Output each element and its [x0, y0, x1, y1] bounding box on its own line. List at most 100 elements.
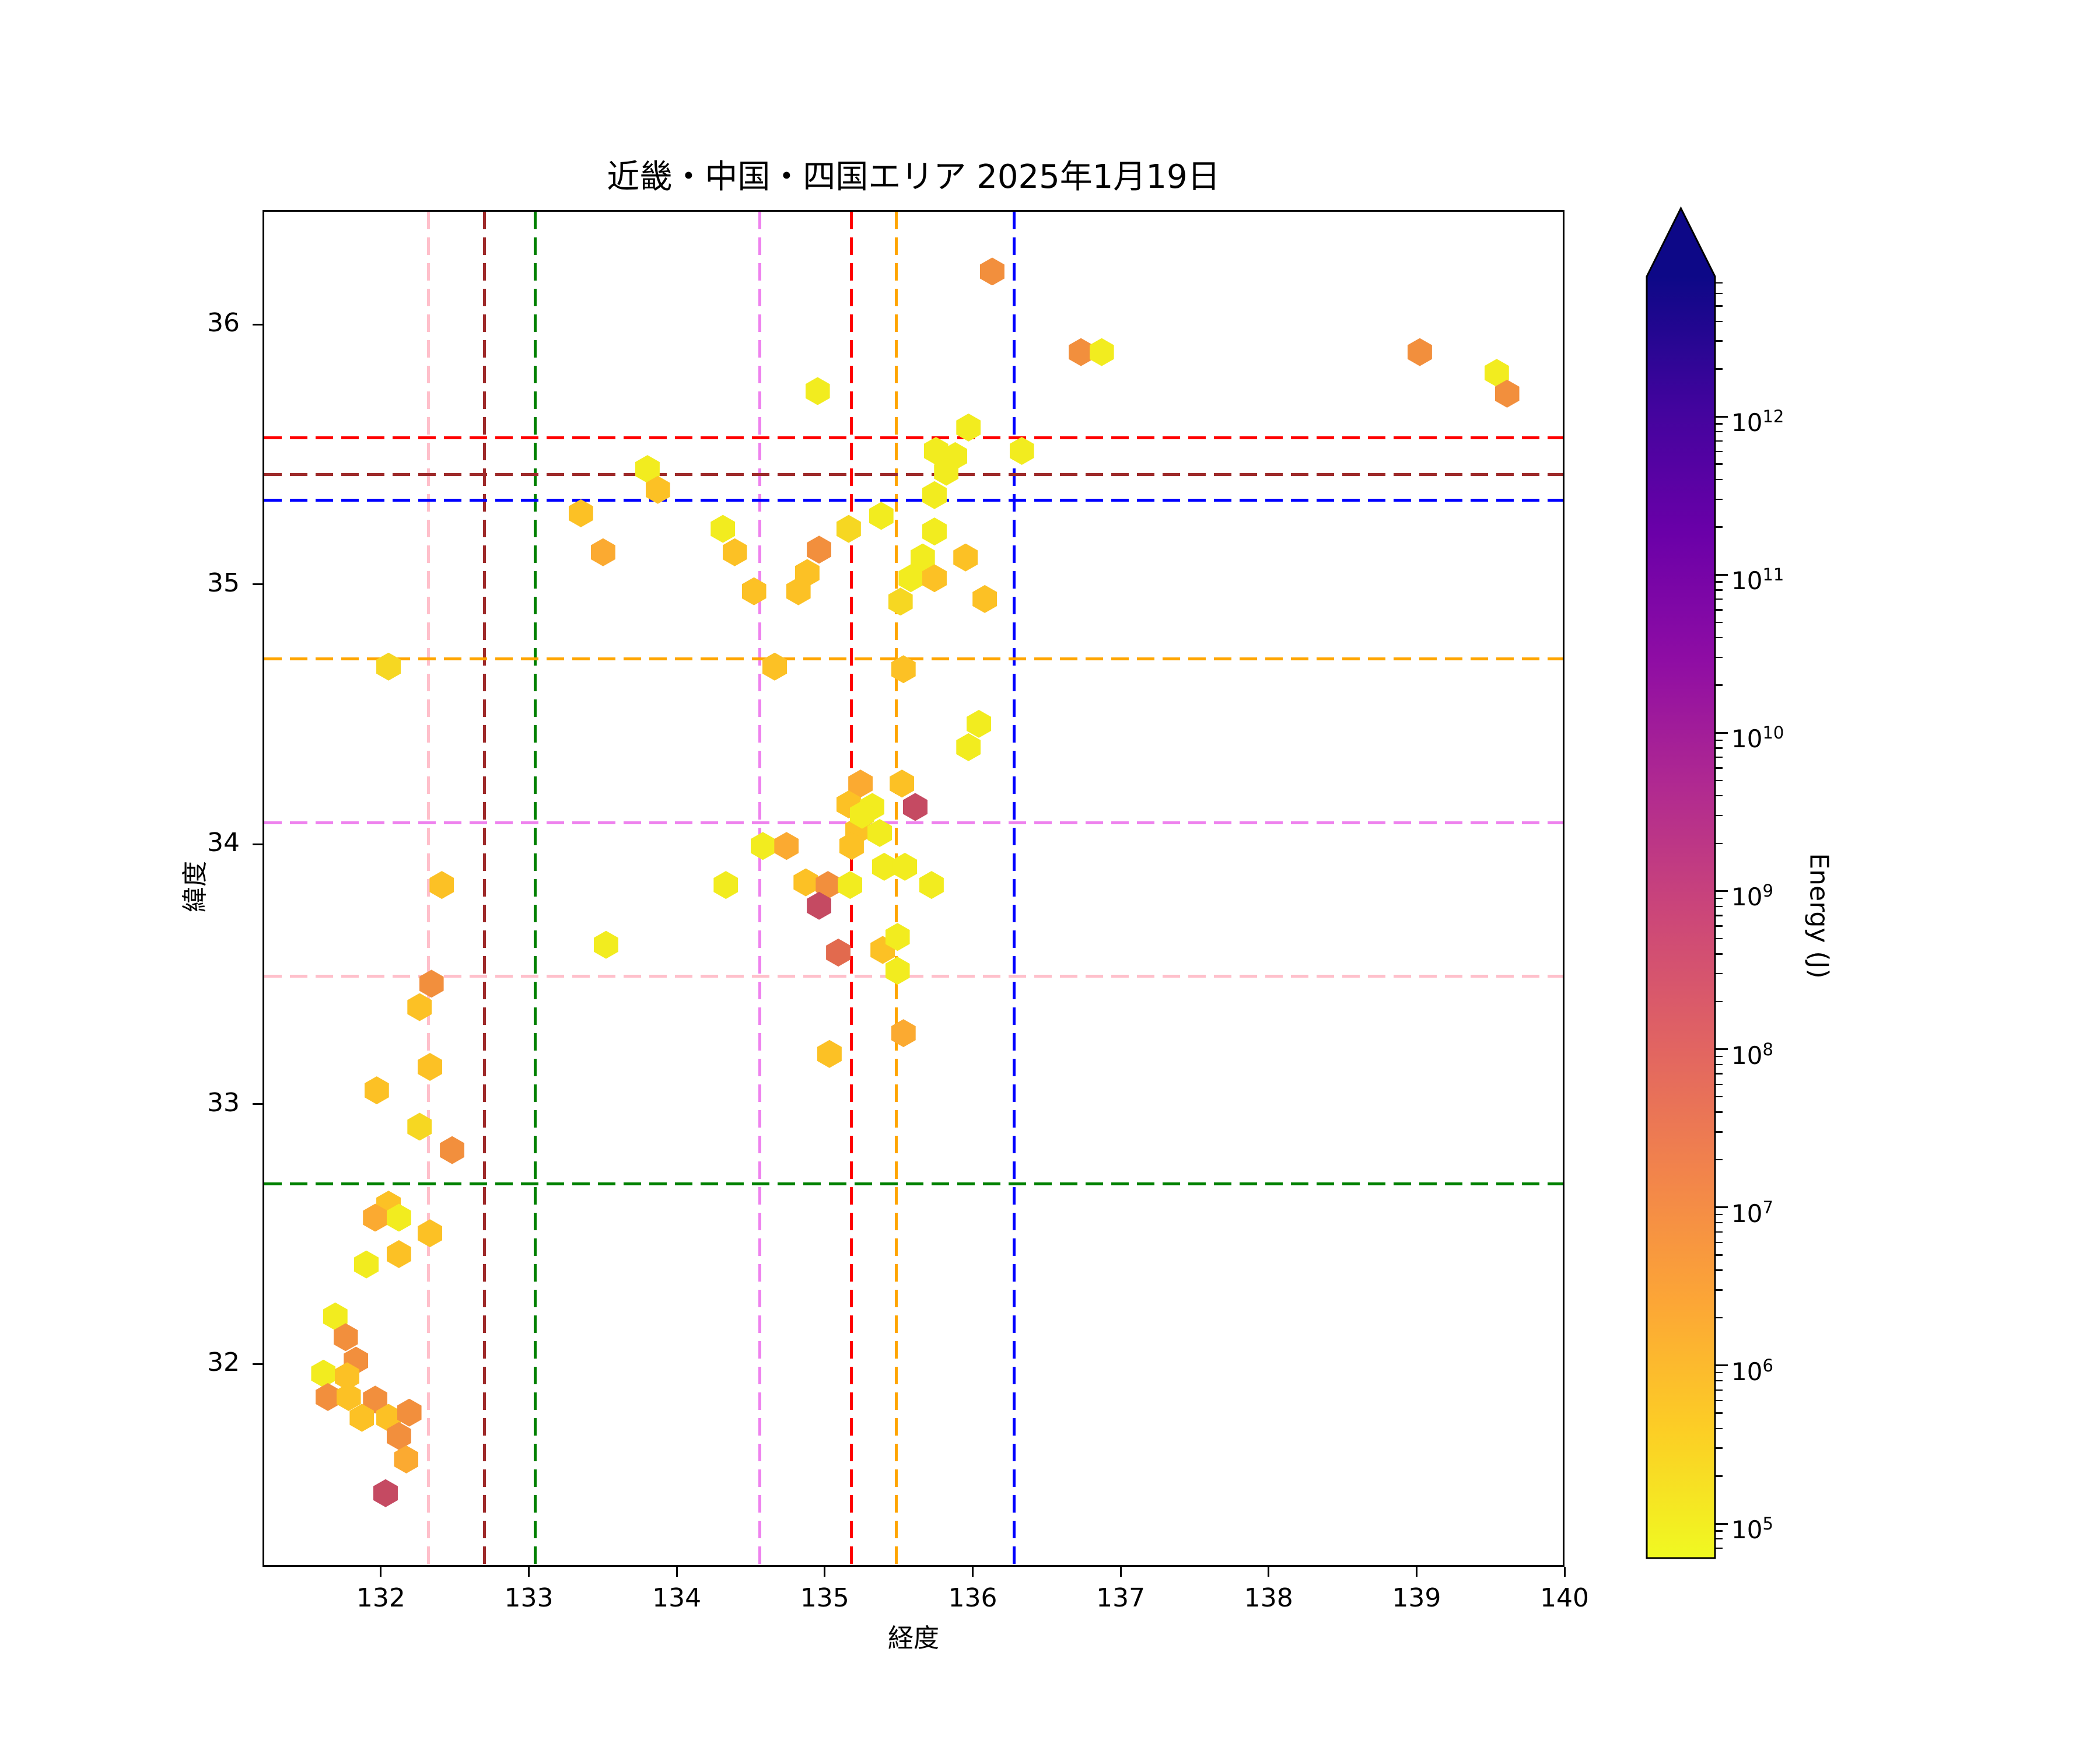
colorbar-minor-tick: [1715, 609, 1723, 611]
x-tick: [528, 1567, 530, 1577]
hexbin-point: [440, 1136, 465, 1164]
hexbin-point: [922, 564, 947, 593]
hexbin-point: [839, 832, 864, 860]
refline-horizontal-darkred: [264, 473, 1563, 476]
hexbin-point: [972, 584, 998, 613]
plot-area: [262, 210, 1564, 1567]
y-tick-label: 35: [207, 568, 240, 598]
colorbar-minor-tick: [1715, 953, 1723, 955]
hexbin-point: [817, 1040, 842, 1068]
colorbar-minor-tick: [1715, 757, 1723, 758]
hexbin-point: [311, 1359, 336, 1388]
hexbin-point: [713, 871, 738, 900]
hexbin-point: [838, 871, 863, 900]
colorbar-minor-tick: [1715, 621, 1723, 623]
hexbin-point: [967, 709, 992, 738]
colorbar-minor-tick: [1715, 1372, 1723, 1374]
hexbin-point: [333, 1323, 358, 1352]
hexbin-point: [867, 818, 892, 847]
refline-horizontal-blue: [264, 499, 1563, 502]
y-tick: [253, 323, 262, 326]
hexbin-point: [898, 564, 923, 593]
colorbar-minor-tick: [1715, 340, 1723, 342]
hexbin-point: [429, 871, 454, 900]
hexbin-point: [934, 457, 959, 486]
colorbar-minor-tick: [1715, 814, 1723, 817]
y-tick-label: 34: [207, 828, 240, 858]
hexbin-point: [363, 1203, 388, 1232]
refline-horizontal-orange: [264, 657, 1563, 660]
x-tick-label: 135: [800, 1583, 849, 1613]
colorbar-tick-label: 107: [1731, 1197, 1773, 1228]
y-tick-label: 33: [207, 1087, 240, 1118]
colorbar-minor-tick: [1715, 897, 1723, 900]
hexbin-point: [807, 536, 832, 564]
y-tick: [253, 1363, 262, 1365]
hexbin-point: [849, 800, 874, 829]
hexbin-point: [568, 499, 593, 527]
hexbin-point: [386, 1422, 411, 1450]
hexbin-point: [418, 1053, 443, 1081]
x-tick-label: 138: [1244, 1583, 1293, 1613]
hexbin-point: [1494, 379, 1520, 408]
hexbin-point: [903, 793, 928, 821]
refline-horizontal-red: [264, 436, 1563, 440]
colorbar-minor-tick: [1715, 973, 1723, 975]
y-tick-label: 36: [207, 308, 240, 338]
colorbar-minor-tick: [1715, 1289, 1723, 1291]
colorbar-tick-exponent: 8: [1762, 1039, 1773, 1059]
hexbin-point: [1009, 436, 1034, 465]
colorbar-major-tick: [1715, 1206, 1728, 1209]
hexbin-point: [722, 538, 747, 566]
hexbin-point: [407, 993, 432, 1021]
y-tick-label: 32: [207, 1348, 240, 1378]
colorbar-minor-tick: [1715, 794, 1723, 797]
x-tick-label: 139: [1392, 1583, 1441, 1613]
x-tick-label: 140: [1540, 1583, 1589, 1613]
colorbar-minor-tick: [1715, 739, 1723, 741]
x-tick-label: 133: [504, 1583, 554, 1613]
refline-vertical-blue: [1013, 212, 1016, 1565]
hexbin-point: [418, 1219, 443, 1248]
x-tick: [1268, 1567, 1270, 1577]
colorbar-minor-tick: [1715, 1399, 1723, 1402]
colorbar-minor-tick: [1715, 1412, 1723, 1414]
hexbin-point: [869, 502, 894, 530]
hexbin-point: [373, 1479, 398, 1507]
hexbin-point: [956, 413, 981, 442]
colorbar-minor-tick: [1715, 282, 1723, 284]
y-tick: [253, 1103, 262, 1105]
hexbin-point: [1069, 338, 1094, 366]
colorbar-minor-tick: [1715, 925, 1723, 927]
colorbar-minor-tick: [1715, 636, 1723, 639]
colorbar-tick-exponent: 12: [1762, 407, 1784, 427]
y-axis-label: 緯度: [180, 861, 210, 912]
x-tick-label: 132: [356, 1583, 405, 1613]
colorbar-major-tick: [1715, 415, 1728, 418]
refline-vertical-violet: [758, 212, 762, 1565]
hexbin-point: [349, 1404, 374, 1432]
x-tick: [971, 1567, 974, 1577]
colorbar-minor-tick: [1715, 747, 1723, 749]
colorbar-major-tick: [1715, 573, 1728, 576]
colorbar-label: Energy (J): [1804, 853, 1834, 979]
hexbin-point: [890, 769, 915, 798]
colorbar-tick-exponent: 7: [1762, 1197, 1773, 1217]
hexbin-point: [376, 652, 401, 681]
hexbin-point: [892, 852, 918, 881]
colorbar-minor-tick: [1715, 450, 1723, 453]
colorbar-minor-tick: [1715, 1073, 1723, 1074]
colorbar-tick-exponent: 9: [1762, 881, 1773, 901]
colorbar-minor-tick: [1715, 1538, 1723, 1540]
hexbin-point: [836, 514, 861, 543]
refline-vertical-green: [533, 212, 537, 1565]
colorbar-minor-tick: [1715, 526, 1723, 528]
colorbar-minor-tick: [1715, 1096, 1723, 1098]
colorbar-minor-tick: [1715, 779, 1723, 782]
colorbar-minor-tick: [1715, 368, 1723, 370]
hexbin-point: [364, 1076, 389, 1105]
colorbar-tick-exponent: 10: [1762, 723, 1784, 743]
hexbin-point: [885, 957, 910, 985]
colorbar-minor-tick: [1715, 292, 1723, 295]
